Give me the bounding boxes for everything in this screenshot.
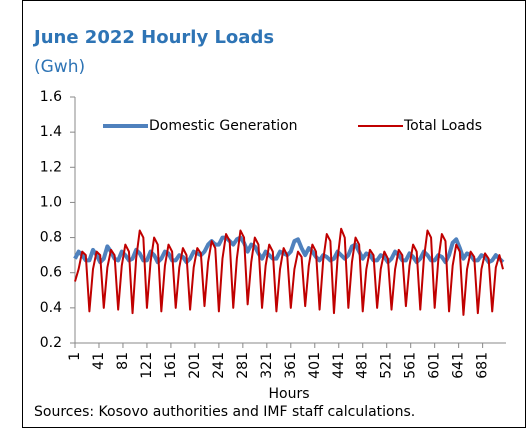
x-tick-label: 81 <box>115 352 131 370</box>
y-tick-label: 0.2 <box>40 335 62 351</box>
x-tick-label: 681 <box>475 352 491 379</box>
y-tick-label: 1.6 <box>40 89 62 105</box>
y-tick-label: 1.0 <box>40 194 62 210</box>
x-tick-label: 161 <box>163 352 179 379</box>
x-tick-label: 401 <box>307 352 323 379</box>
y-tick-label: 0.4 <box>40 300 62 316</box>
y-tick-label: 0.6 <box>40 265 62 281</box>
x-tick-label: 641 <box>451 352 467 379</box>
series-line <box>74 227 504 316</box>
x-tick-label: 1 <box>67 352 83 361</box>
y-tick-label: 0.8 <box>40 230 62 246</box>
source-note: Sources: Kosovo authorities and IMF staf… <box>34 404 415 420</box>
x-tick-label: 361 <box>283 352 299 379</box>
x-tick-label: 521 <box>379 352 395 379</box>
y-tick-label: 1.2 <box>40 159 62 175</box>
y-tick-label: 1.4 <box>40 124 62 140</box>
chart-title: June 2022 Hourly Loads <box>32 27 274 48</box>
x-tick-label: 41 <box>91 352 107 370</box>
legend-label: Total Loads <box>403 118 482 134</box>
frame <box>22 0 526 428</box>
x-tick-label: 601 <box>427 352 443 379</box>
x-tick-label: 201 <box>187 352 203 379</box>
x-tick-label: 321 <box>259 352 275 379</box>
x-tick-label: 241 <box>211 352 227 379</box>
x-tick-label: 121 <box>139 352 155 379</box>
chart-subtitle: (Gwh) <box>34 57 85 77</box>
legend-label: Domestic Generation <box>149 118 298 134</box>
x-tick-label: 441 <box>331 352 347 379</box>
x-tick-label: 281 <box>235 352 251 379</box>
x-tick-label: 481 <box>355 352 371 379</box>
x-axis-label: Hours <box>268 386 309 402</box>
x-tick-label: 561 <box>403 352 419 379</box>
